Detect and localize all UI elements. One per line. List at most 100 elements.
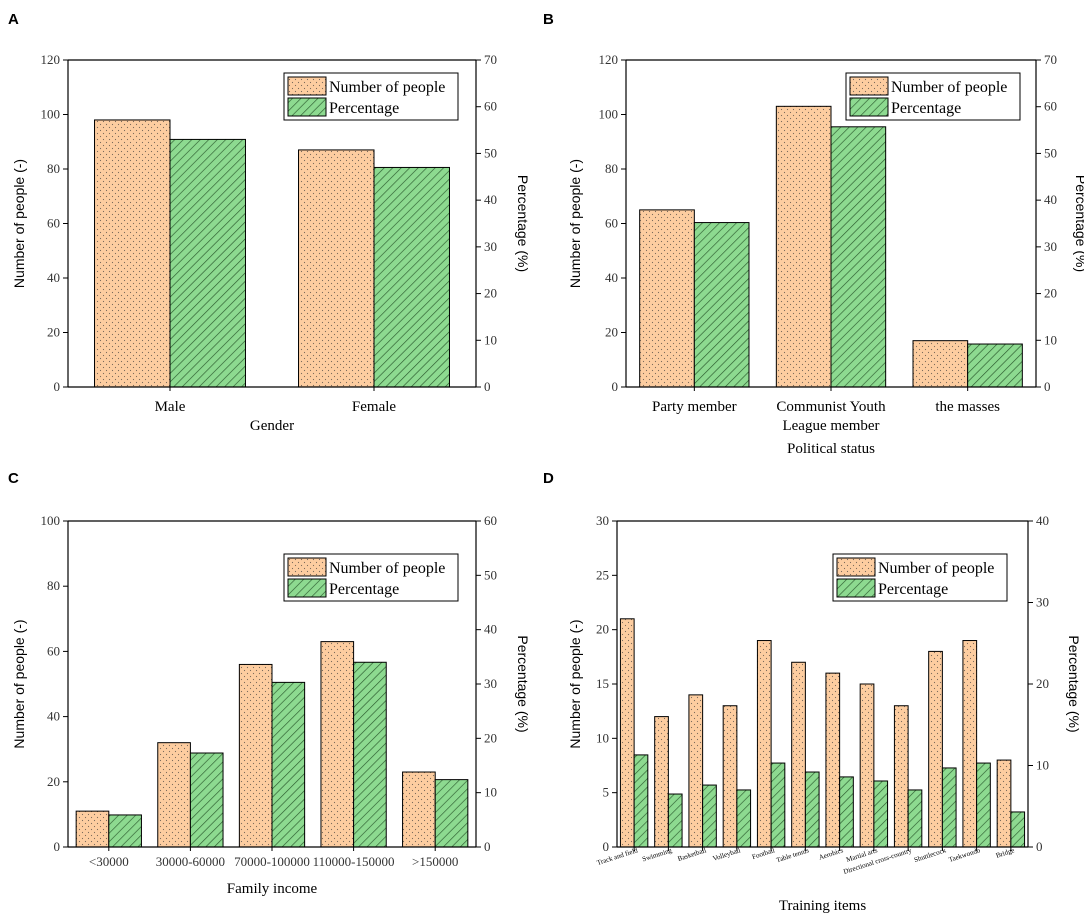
category-label: Female bbox=[352, 399, 396, 415]
y-tick-label-right: 30 bbox=[484, 676, 497, 691]
bar-percentage bbox=[736, 789, 752, 848]
bar-percentage bbox=[373, 166, 450, 388]
y-tick-label-left: 80 bbox=[605, 161, 618, 176]
y-axis-title: Number of people (-) bbox=[567, 619, 583, 748]
y-tick-label-left: 40 bbox=[47, 709, 60, 724]
y-tick-label-left: 15 bbox=[596, 676, 609, 691]
category-label: the masses bbox=[935, 399, 1000, 415]
bar-people bbox=[893, 705, 909, 848]
category-label: Aerobics bbox=[818, 846, 845, 862]
panel-letter: C bbox=[8, 470, 19, 487]
bar-people bbox=[320, 641, 355, 848]
y-tick-label-right: 60 bbox=[484, 513, 497, 528]
y-tick-label-left: 5 bbox=[603, 785, 610, 800]
y-tick-label-left: 25 bbox=[596, 567, 609, 582]
x-axis-title: Gender bbox=[250, 418, 294, 434]
bar-percentage bbox=[804, 771, 820, 848]
y-tick-label-right: 20 bbox=[484, 730, 497, 745]
y2-axis-title: Percentage (%) bbox=[515, 175, 531, 272]
category-label: 70000-100000 bbox=[234, 854, 310, 869]
legend-swatch-people bbox=[287, 557, 327, 577]
category-label: Male bbox=[155, 399, 186, 415]
bar-people bbox=[688, 694, 704, 848]
legend-swatch-people bbox=[836, 557, 876, 577]
y-tick-label-left: 80 bbox=[47, 161, 60, 176]
bar-people bbox=[619, 618, 635, 848]
panel-letter: A bbox=[8, 11, 19, 28]
bar-percentage bbox=[830, 126, 887, 388]
y-tick-label-left: 0 bbox=[612, 379, 619, 394]
bar-percentage bbox=[967, 343, 1023, 388]
y-tick-label-left: 100 bbox=[599, 107, 619, 122]
bar-people bbox=[791, 661, 806, 848]
y-tick-label-right: 20 bbox=[484, 286, 497, 301]
bar-percentage bbox=[976, 762, 991, 848]
y-tick-label-right: 20 bbox=[1036, 676, 1049, 691]
legend: Number of people Percentage bbox=[283, 72, 459, 121]
legend-swatch-people bbox=[849, 76, 889, 96]
legend-swatch-percentage bbox=[849, 97, 889, 117]
x-axis-title: Family income bbox=[227, 881, 318, 897]
y-tick-label-left: 100 bbox=[41, 107, 61, 122]
bar-percentage bbox=[633, 754, 649, 848]
category-label: Table tennis bbox=[775, 846, 810, 864]
y-tick-label-left: 30 bbox=[596, 513, 609, 528]
legend-label-percentage: Percentage bbox=[329, 581, 399, 598]
category-label: <30000 bbox=[89, 854, 129, 869]
y-tick-label-left: 10 bbox=[596, 730, 609, 745]
bar-people bbox=[825, 672, 841, 848]
y-tick-label-right: 50 bbox=[484, 567, 497, 582]
panel-letter: D bbox=[543, 470, 554, 487]
bar-people bbox=[157, 742, 191, 848]
y-tick-label-left: 20 bbox=[47, 774, 60, 789]
bar-percentage bbox=[271, 681, 306, 848]
bar-percentage bbox=[702, 784, 717, 848]
y-tick-label-right: 30 bbox=[484, 239, 497, 254]
category-label: >150000 bbox=[412, 854, 458, 869]
category-label: 110000-150000 bbox=[313, 854, 395, 869]
bar-people bbox=[775, 105, 832, 388]
legend: Number of people Percentage bbox=[845, 72, 1021, 121]
y-tick-label-right: 70 bbox=[1044, 52, 1057, 67]
category-label: Volleyball bbox=[712, 846, 742, 862]
panel-c: C <30000 30000-60000 70000-100000 110000-150… bbox=[8, 470, 531, 897]
category-label: Basketball bbox=[677, 846, 708, 863]
category-label: Party member bbox=[652, 399, 737, 415]
category-label: Bridge bbox=[995, 846, 1016, 859]
bar-people bbox=[962, 640, 978, 848]
bar-people bbox=[298, 149, 375, 388]
y-tick-label-right: 70 bbox=[484, 52, 497, 67]
bar-percentage bbox=[839, 776, 854, 848]
y2-axis-title: Percentage (%) bbox=[1066, 635, 1082, 732]
bar-people bbox=[94, 119, 171, 388]
y-tick-label-left: 20 bbox=[605, 325, 618, 340]
bar-people bbox=[639, 209, 695, 388]
y-tick-label-left: 20 bbox=[47, 325, 60, 340]
bar-people bbox=[912, 340, 969, 388]
legend-swatch-percentage bbox=[287, 97, 327, 117]
y-tick-label-right: 60 bbox=[484, 99, 497, 114]
y-tick-label-right: 10 bbox=[484, 332, 497, 347]
y-tick-label-left: 40 bbox=[47, 270, 60, 285]
legend-swatch-percentage bbox=[836, 578, 876, 598]
y-tick-label-left: 0 bbox=[603, 839, 610, 854]
legend-swatch-percentage bbox=[287, 578, 327, 598]
panel-b: B Party member Communist Youth League membe… bbox=[543, 11, 1084, 457]
y-axis-title: Number of people (-) bbox=[567, 159, 583, 288]
bar-people bbox=[996, 759, 1012, 848]
bar-percentage bbox=[434, 779, 469, 848]
legend-label-percentage: Percentage bbox=[329, 100, 399, 117]
panel-a: A Male Female 0 20 40 60 80 100 120 0 10 20 30 40 50 60 7… bbox=[8, 11, 531, 434]
y-tick-label-left: 120 bbox=[41, 52, 61, 67]
y-axis-title: Number of people (-) bbox=[11, 159, 27, 288]
bar-percentage bbox=[907, 789, 923, 848]
legend: Number of people Percentage bbox=[283, 553, 459, 602]
y-tick-label-right: 10 bbox=[484, 785, 497, 800]
bar-people bbox=[928, 650, 943, 848]
y-tick-label-right: 0 bbox=[484, 379, 491, 394]
legend-label-people: Number of people bbox=[878, 560, 994, 577]
bar-people bbox=[238, 663, 273, 848]
y-tick-label-right: 20 bbox=[1044, 286, 1057, 301]
bar-people bbox=[402, 771, 436, 848]
